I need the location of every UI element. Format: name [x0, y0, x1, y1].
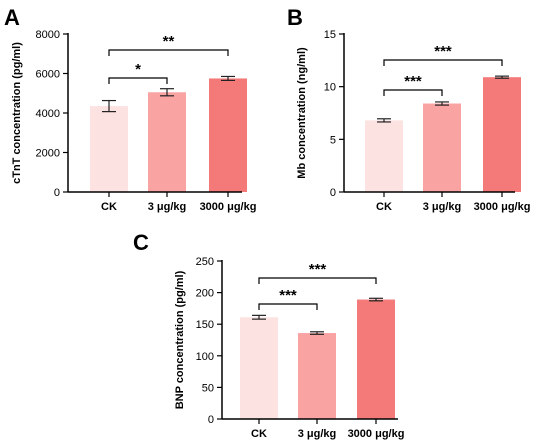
y-tick-label-2: 10 — [324, 82, 336, 94]
bar-2 — [483, 77, 521, 192]
y-tick-label-3: 6000 — [36, 69, 60, 81]
significance-label-1: ** — [163, 33, 175, 50]
significance-label-1: *** — [309, 261, 327, 278]
significance-label-0: *** — [279, 287, 297, 304]
category-label-1: 3 μg/kg — [148, 201, 187, 213]
category-label-2: 3000 μg/kg — [200, 201, 257, 213]
y-tick-label-2: 4000 — [36, 108, 60, 120]
significance-bracket-1 — [383, 59, 503, 66]
category-label-0: CK — [101, 201, 117, 213]
y-tick-label-0: 0 — [208, 414, 214, 426]
significance-bracket-0 — [258, 303, 318, 310]
y-axis-title: Mb concentration (ng/ml) — [296, 47, 308, 179]
y-tick-label-0: 0 — [330, 187, 336, 199]
panel-letter: C — [133, 230, 149, 255]
significance-bracket-0 — [383, 89, 443, 96]
bar-0 — [90, 106, 128, 192]
significance-label-1: *** — [434, 43, 452, 60]
y-axis-title: cTnT concentration (pg/ml) — [11, 42, 23, 184]
y-tick-label-1: 50 — [202, 382, 214, 394]
y-tick-label-5: 250 — [196, 256, 214, 268]
y-tick-label-1: 2000 — [36, 148, 60, 160]
y-tick-label-2: 100 — [196, 351, 214, 363]
panel-a: A CK 3 μg/kg 3000 μg/kg 0 2000 4000 6000 8000 cTn… — [4, 5, 256, 213]
category-label-0: CK — [251, 428, 267, 440]
bar-1 — [423, 103, 461, 192]
bar-0 — [240, 317, 278, 419]
bar-0 — [365, 120, 403, 192]
significance-label-0: *** — [404, 73, 422, 90]
y-tick-label-4: 200 — [196, 288, 214, 300]
y-axis-title: BNP concentration (pg/ml) — [174, 270, 186, 409]
y-tick-label-0: 0 — [54, 187, 60, 199]
y-tick-label-3: 15 — [324, 29, 336, 41]
category-label-0: CK — [376, 201, 392, 213]
category-label-1: 3 μg/kg — [298, 428, 337, 440]
panel-c: C CK 3 μg/kg 3000 μg/kg 0 50 100 150 200 250 BNP c… — [133, 230, 404, 440]
significance-bracket-1 — [258, 277, 377, 284]
category-label-1: 3 μg/kg — [423, 201, 462, 213]
panel-letter: B — [287, 5, 303, 30]
significance-bracket-0 — [108, 77, 168, 84]
y-tick-label-1: 5 — [330, 134, 336, 146]
y-tick-label-4: 8000 — [36, 29, 60, 41]
bar-1 — [298, 333, 336, 419]
category-label-2: 3000 μg/kg — [348, 428, 405, 440]
y-tick-label-3: 150 — [196, 319, 214, 331]
panel-letter: A — [4, 5, 20, 30]
category-label-2: 3000 μg/kg — [474, 201, 531, 213]
significance-bracket-1 — [108, 49, 229, 56]
bar-1 — [148, 92, 186, 192]
panel-b: B CK 3 μg/kg 3000 μg/kg 0 5 10 15 Mb concentrati… — [287, 5, 530, 213]
bar-2 — [209, 78, 247, 192]
significance-label-0: * — [135, 61, 141, 78]
bar-2 — [357, 299, 395, 419]
